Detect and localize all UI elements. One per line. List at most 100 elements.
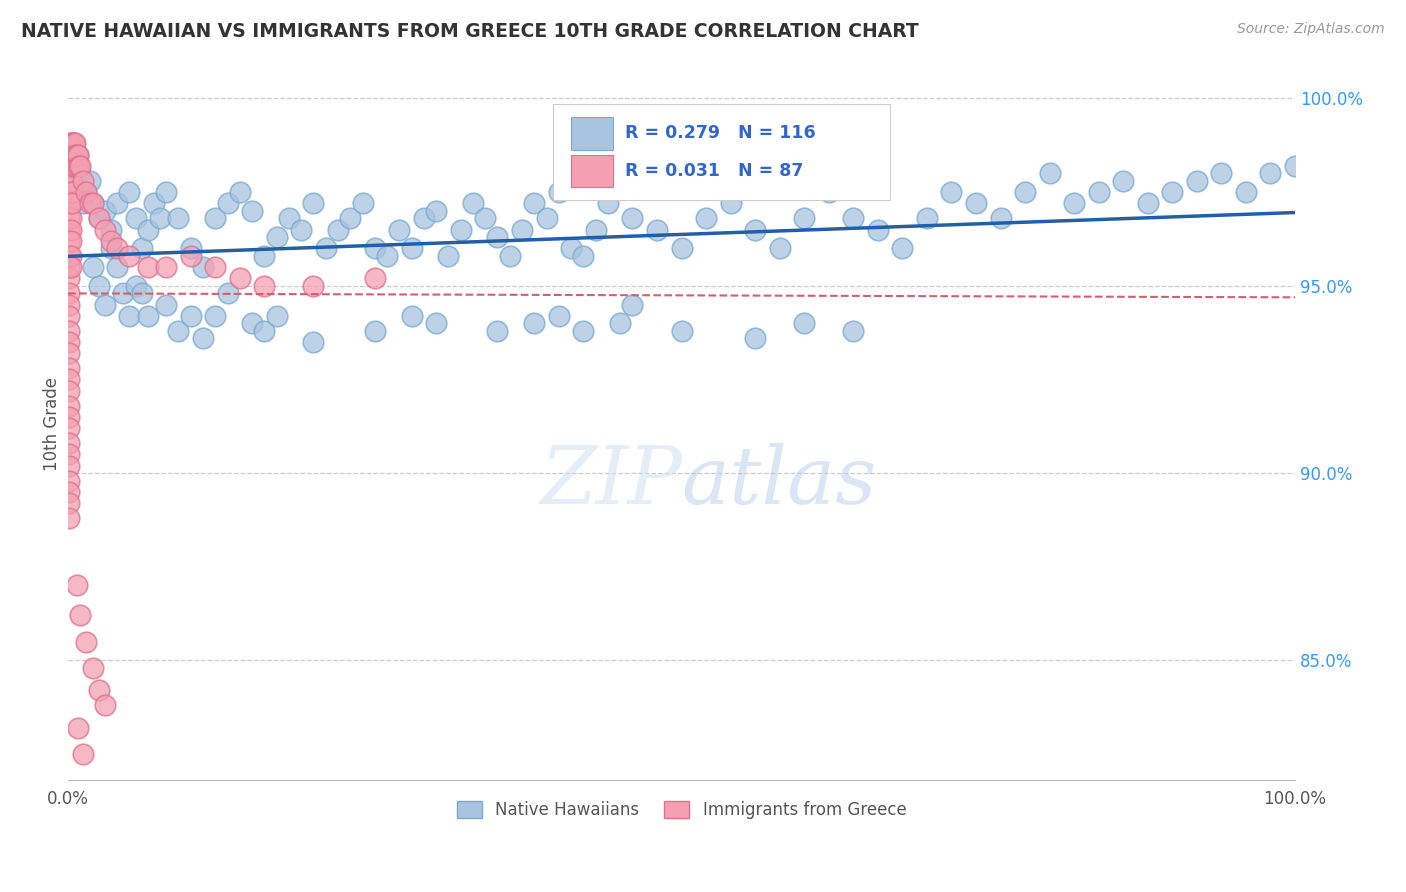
Point	[572, 249, 595, 263]
Point	[87, 211, 110, 226]
Point	[87, 211, 110, 226]
Point	[58, 474, 80, 488]
Point	[364, 241, 387, 255]
Point	[58, 324, 80, 338]
Point	[499, 249, 522, 263]
Point	[388, 222, 411, 236]
Point	[136, 309, 159, 323]
Text: ZIP: ZIP	[540, 442, 682, 520]
Point	[58, 222, 80, 236]
Point	[744, 331, 766, 345]
Point	[59, 196, 82, 211]
Point	[100, 241, 122, 255]
Point	[66, 159, 89, 173]
Point	[229, 271, 252, 285]
Point	[437, 249, 460, 263]
Point	[58, 159, 80, 173]
Point	[118, 185, 141, 199]
Point	[60, 196, 83, 211]
Point	[58, 249, 80, 263]
Point	[69, 166, 91, 180]
Point	[58, 421, 80, 435]
Point	[536, 211, 558, 226]
Point	[59, 260, 82, 274]
Point	[66, 147, 89, 161]
Point	[240, 203, 263, 218]
Point	[277, 211, 299, 226]
Point	[58, 361, 80, 376]
Point	[58, 174, 80, 188]
Point	[58, 297, 80, 311]
Point	[425, 316, 447, 330]
Point	[59, 159, 82, 173]
Point	[124, 211, 146, 226]
Y-axis label: 10th Grade: 10th Grade	[44, 377, 60, 471]
Point	[66, 721, 89, 735]
Point	[180, 249, 202, 263]
Point	[142, 196, 165, 211]
Point	[60, 159, 83, 173]
Point	[65, 136, 87, 151]
Point	[1063, 196, 1085, 211]
Point	[425, 203, 447, 218]
Point	[375, 249, 398, 263]
Point	[60, 136, 83, 151]
Point	[58, 286, 80, 301]
Point	[75, 634, 97, 648]
Point	[118, 309, 141, 323]
Point	[100, 222, 122, 236]
Point	[62, 159, 84, 173]
Point	[58, 447, 80, 461]
Point	[180, 241, 202, 255]
Text: NATIVE HAWAIIAN VS IMMIGRANTS FROM GREECE 10TH GRADE CORRELATION CHART: NATIVE HAWAIIAN VS IMMIGRANTS FROM GREEC…	[21, 22, 920, 41]
Point	[131, 241, 153, 255]
Point	[136, 260, 159, 274]
Point	[62, 136, 84, 151]
Point	[744, 222, 766, 236]
Point	[510, 222, 533, 236]
Point	[401, 309, 423, 323]
Point	[60, 147, 83, 161]
Point	[59, 147, 82, 161]
Point	[58, 271, 80, 285]
Point	[180, 309, 202, 323]
Point	[167, 324, 190, 338]
Text: R = 0.279   N = 116: R = 0.279 N = 116	[626, 124, 815, 143]
Point	[1234, 185, 1257, 199]
Point	[523, 316, 546, 330]
Point	[1087, 185, 1109, 199]
Point	[596, 196, 619, 211]
Point	[65, 147, 87, 161]
Point	[58, 458, 80, 473]
Point	[217, 286, 239, 301]
Point	[58, 436, 80, 450]
Point	[94, 222, 117, 236]
Point	[941, 185, 963, 199]
Point	[695, 211, 717, 226]
Point	[671, 324, 693, 338]
Point	[240, 316, 263, 330]
Point	[621, 211, 644, 226]
Point	[105, 260, 128, 274]
Point	[66, 147, 89, 161]
Point	[75, 185, 97, 199]
Point	[66, 578, 89, 592]
Point	[547, 185, 569, 199]
Point	[560, 241, 582, 255]
Point	[229, 185, 252, 199]
Point	[572, 324, 595, 338]
Point	[63, 147, 86, 161]
Point	[62, 147, 84, 161]
Point	[167, 211, 190, 226]
Point	[302, 196, 325, 211]
Point	[523, 196, 546, 211]
Point	[217, 196, 239, 211]
Point	[965, 196, 987, 211]
Point	[266, 309, 288, 323]
Point	[87, 683, 110, 698]
Point	[59, 211, 82, 226]
Point	[769, 241, 792, 255]
Point	[58, 399, 80, 413]
Point	[79, 196, 101, 211]
Point	[59, 249, 82, 263]
